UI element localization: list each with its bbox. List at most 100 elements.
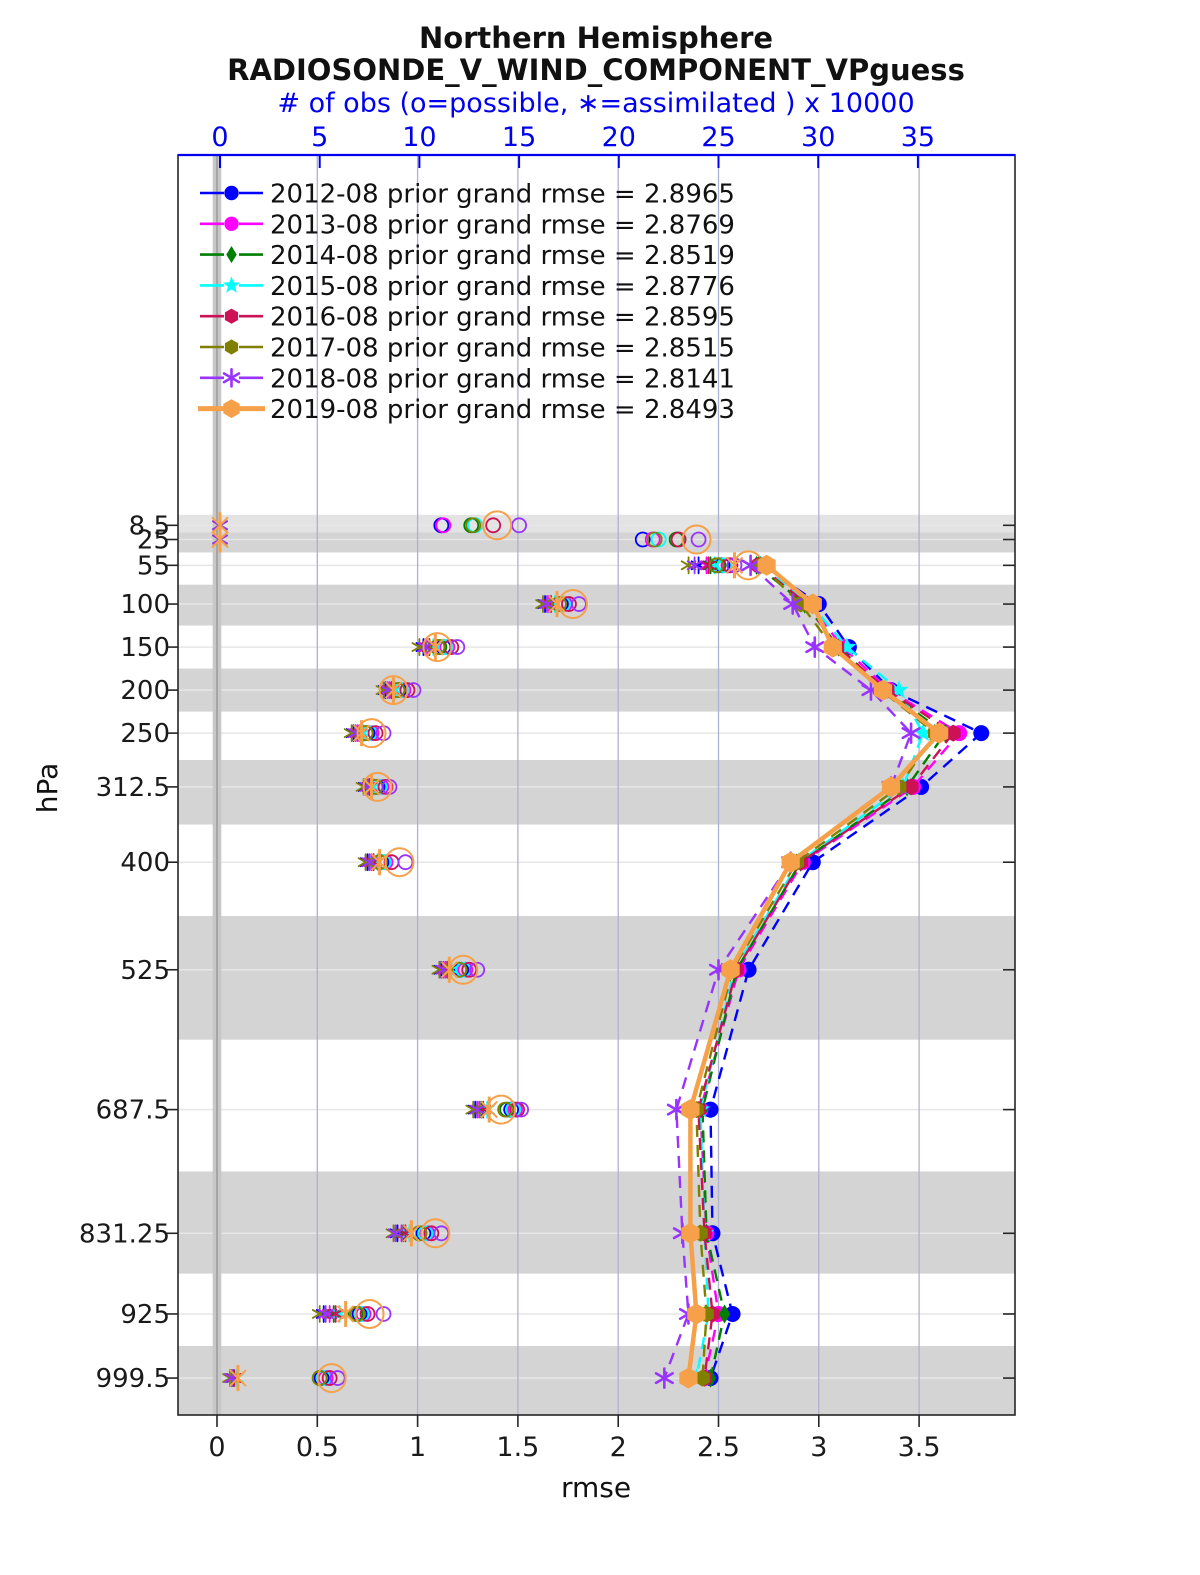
legend-marker-2012-08 bbox=[224, 185, 239, 201]
legend-item-2019-08: 2019-08 prior grand rmse = 2.8493 bbox=[198, 395, 735, 425]
rmse-marker-2015-08 bbox=[837, 637, 857, 656]
rmse-marker-2019-08 bbox=[679, 1367, 698, 1389]
y-tick-label: 831.25 bbox=[79, 1219, 170, 1249]
rmse-marker-2019-08 bbox=[681, 1222, 700, 1244]
pressure-band bbox=[178, 1346, 1015, 1415]
y-tick-label: 525 bbox=[120, 956, 170, 986]
legend-item-2016-08: 2016-08 prior grand rmse = 2.8595 bbox=[200, 303, 735, 333]
legend-label: 2012-08 prior grand rmse = 2.8965 bbox=[270, 180, 735, 210]
obs-possible-marker bbox=[482, 510, 513, 541]
x-tick-label: 3 bbox=[810, 1432, 827, 1463]
pressure-band bbox=[178, 514, 1015, 533]
obs-assimilated-marker bbox=[211, 526, 229, 553]
rmse-marker-2016-08 bbox=[903, 778, 919, 796]
obs-tick-label: 20 bbox=[602, 122, 636, 153]
y-tick-label: 8.5 bbox=[129, 511, 170, 541]
y-tick-label: 400 bbox=[120, 848, 170, 878]
legend-item-2014-08: 2014-08 prior grand rmse = 2.8519 bbox=[200, 241, 735, 271]
legend-marker-2016-08 bbox=[224, 308, 239, 324]
obs-tick-label: 30 bbox=[801, 122, 835, 153]
obs-possible-marker bbox=[561, 596, 577, 612]
rmse-marker-2018-08 bbox=[783, 593, 803, 615]
legend-item-2013-08: 2013-08 prior grand rmse = 2.8769 bbox=[200, 210, 735, 240]
obs-possible-marker bbox=[405, 682, 422, 698]
obs-possible-marker bbox=[435, 517, 452, 534]
rmse-marker-2018-08 bbox=[805, 636, 825, 658]
legend-item-2017-08: 2017-08 prior grand rmse = 2.8515 bbox=[200, 334, 735, 364]
rmse-marker-2016-08 bbox=[945, 724, 961, 742]
y-tick-label: 55 bbox=[137, 551, 170, 581]
rmse-marker-2014-08 bbox=[718, 1304, 731, 1324]
obs-possible-marker bbox=[670, 531, 687, 548]
rmse-marker-2019-08 bbox=[803, 593, 822, 615]
y-tick-label: 687.5 bbox=[96, 1096, 170, 1126]
x-tick-label: 1.5 bbox=[496, 1432, 539, 1463]
obs-assimilated-marker bbox=[311, 1305, 328, 1323]
legend: 2012-08 prior grand rmse = 2.89652013-08… bbox=[198, 180, 735, 425]
legend-item-2015-08: 2015-08 prior grand rmse = 2.8776 bbox=[200, 272, 735, 302]
obs-possible-marker bbox=[681, 524, 712, 555]
obs-possible-marker bbox=[497, 1101, 514, 1118]
obs-possible-marker bbox=[461, 961, 478, 978]
pressure-bands bbox=[178, 514, 1015, 1415]
obs-assimilated-marker bbox=[426, 634, 445, 661]
obs-possible-marker bbox=[509, 1101, 526, 1118]
legend-label: 2019-08 prior grand rmse = 2.8493 bbox=[270, 395, 735, 425]
obs-possible-marker bbox=[397, 854, 414, 871]
obs-possible-marker bbox=[634, 531, 651, 548]
obs-possible-marker bbox=[329, 1370, 346, 1386]
rmse-marker-2015-08 bbox=[913, 723, 933, 742]
obs-possible-marker bbox=[557, 589, 588, 620]
obs-tick-label: 35 bbox=[901, 122, 935, 153]
zero-obs-band bbox=[212, 155, 222, 1415]
obs-assimilated-marker bbox=[385, 1224, 402, 1243]
x-tick-label: 2.5 bbox=[697, 1432, 740, 1463]
obs-assimilated-marker bbox=[700, 556, 717, 575]
obs-possible-marker bbox=[650, 531, 667, 548]
obs-possible-marker bbox=[429, 639, 446, 655]
tick-labels: 0 5 10 15 20 25 30 350 0.5 1 1.5 2 2.5 3 3.58.52555100… bbox=[79, 122, 941, 1463]
obs-assimilated-marker bbox=[480, 1096, 498, 1123]
obs-assimilated-marker bbox=[725, 552, 744, 579]
legend-label: 2015-08 prior grand rmse = 2.8776 bbox=[270, 272, 735, 302]
obs-possible-marker bbox=[423, 1225, 440, 1242]
x-tick-label: 1 bbox=[409, 1432, 426, 1463]
legend-marker-2013-08 bbox=[224, 216, 239, 231]
obs-possible-marker bbox=[451, 961, 468, 978]
obs-possible-marker bbox=[433, 1225, 450, 1242]
obs-assimilated-marker bbox=[387, 1224, 404, 1243]
obs-possible-marker bbox=[389, 682, 406, 698]
rmse-marker-2019-08 bbox=[721, 959, 740, 981]
y-tick-label: 200 bbox=[120, 676, 170, 706]
obs-assimilated-marker bbox=[402, 1220, 421, 1247]
y-tick-label: 250 bbox=[120, 719, 170, 749]
obs-possible-marker bbox=[378, 675, 409, 706]
obs-assimilated-marker bbox=[317, 1305, 334, 1323]
obs-possible-marker bbox=[316, 1363, 347, 1394]
legend-label: 2017-08 prior grand rmse = 2.8515 bbox=[270, 334, 735, 364]
legend-label: 2013-08 prior grand rmse = 2.8769 bbox=[270, 210, 735, 240]
obs-assimilated-marker bbox=[548, 591, 566, 618]
axes bbox=[166, 153, 1016, 1427]
rmse-series bbox=[654, 554, 990, 1389]
chart-title-line1: Northern Hemisphere bbox=[419, 21, 773, 55]
x-axis-title: rmse bbox=[561, 1471, 631, 1504]
obs-possible-marker bbox=[646, 531, 663, 548]
y-tick-label: 925 bbox=[120, 1300, 170, 1330]
rmse-marker-2018-08 bbox=[901, 722, 921, 744]
obs-tick-label: 25 bbox=[701, 122, 735, 153]
y-tick-label: 25 bbox=[137, 526, 170, 556]
obs-tick-label: 5 bbox=[311, 122, 328, 153]
rmse-marker-2015-08 bbox=[889, 680, 909, 699]
rmse-marker-2019-08 bbox=[881, 776, 901, 798]
obs-possible-marker bbox=[420, 1218, 451, 1249]
rmse-marker-2018-08 bbox=[654, 1367, 674, 1389]
obs-possible-marker bbox=[513, 1101, 529, 1118]
obs-possible-marker bbox=[354, 1298, 385, 1329]
rmse-marker-2019-08 bbox=[757, 554, 776, 576]
y-axis-title: hPa bbox=[31, 763, 64, 814]
obs-possible-marker bbox=[399, 682, 416, 698]
obs-axis-title: # of obs (o=possible, ∗=assimilated ) x … bbox=[277, 88, 914, 119]
obs-possible-marker bbox=[367, 725, 384, 742]
legend-label: 2018-08 prior grand rmse = 2.8141 bbox=[270, 364, 735, 394]
